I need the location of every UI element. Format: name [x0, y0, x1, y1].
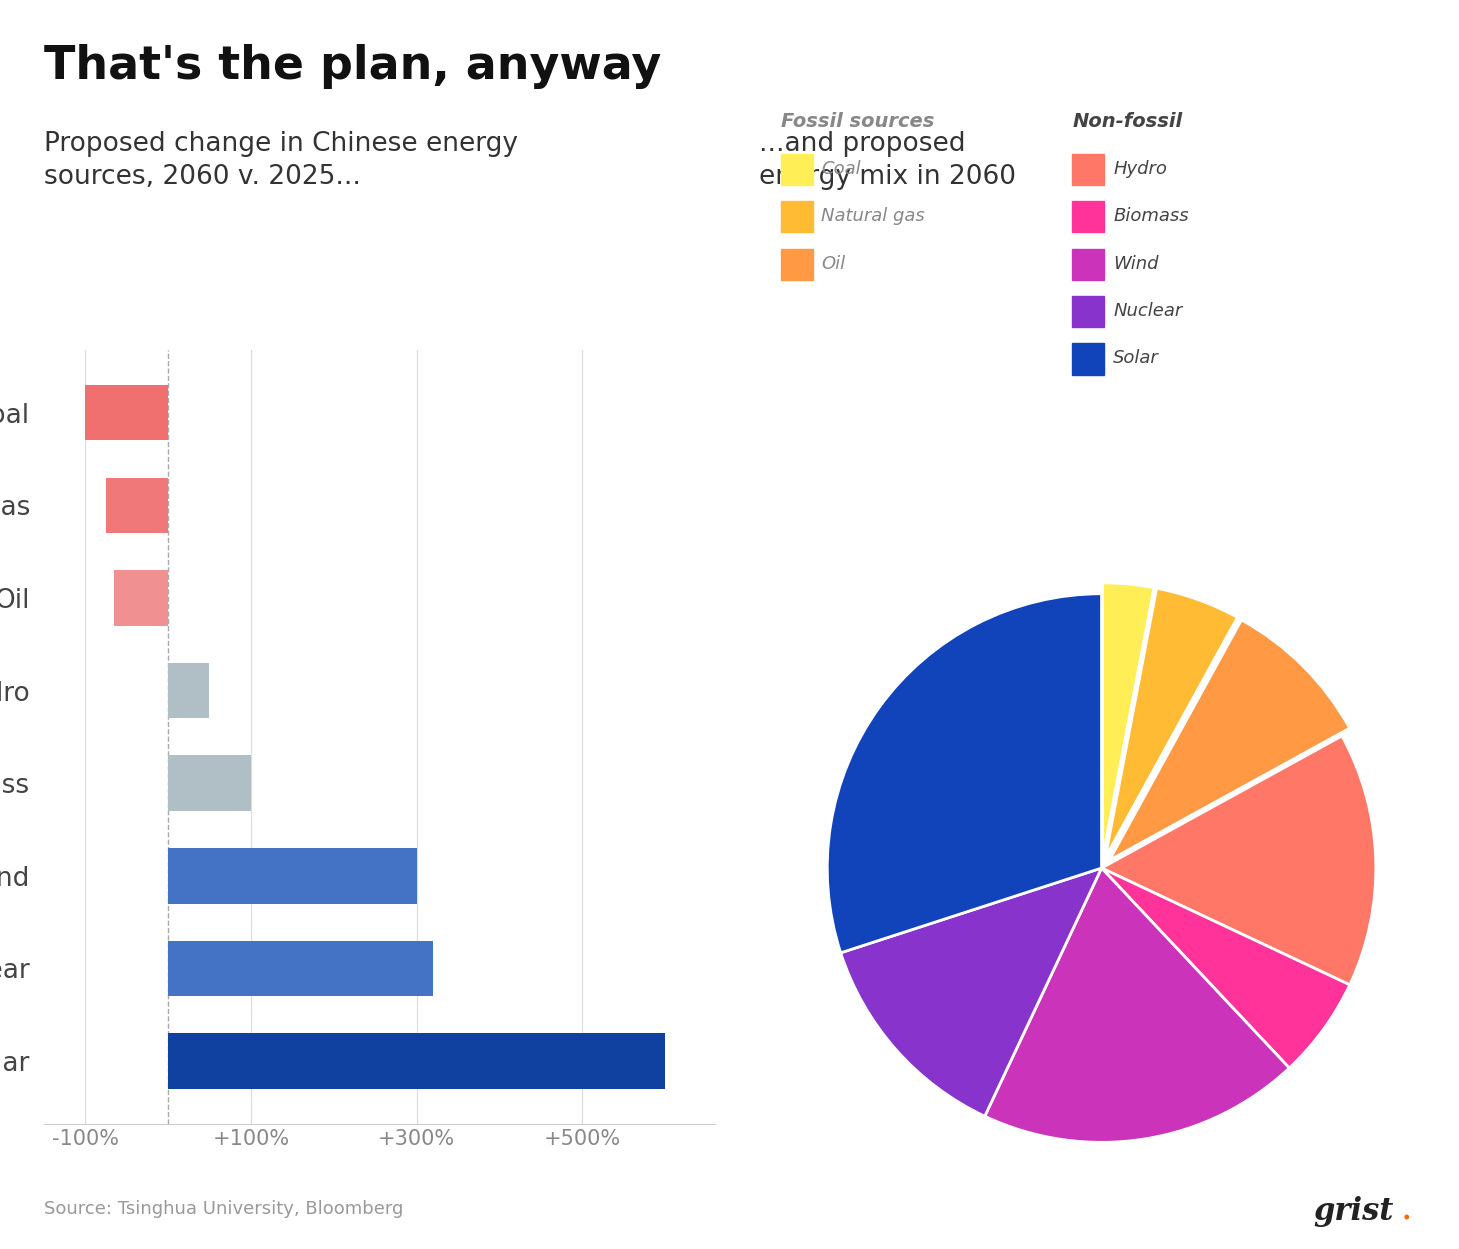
Bar — [85, 385, 168, 441]
Text: .: . — [1401, 1193, 1412, 1227]
Wedge shape — [1109, 620, 1350, 861]
Text: Non-fossil: Non-fossil — [1072, 112, 1182, 131]
Text: Hydro: Hydro — [1113, 160, 1167, 177]
Wedge shape — [1106, 588, 1237, 858]
Bar — [107, 477, 168, 533]
Text: Fossil sources: Fossil sources — [781, 112, 934, 131]
Bar — [114, 571, 168, 626]
Bar — [168, 663, 210, 718]
Text: Wind: Wind — [1113, 255, 1158, 272]
Text: grist: grist — [1313, 1195, 1393, 1227]
Wedge shape — [1102, 736, 1376, 985]
Bar — [168, 756, 251, 811]
Text: Natural gas: Natural gas — [821, 207, 925, 225]
Wedge shape — [985, 868, 1290, 1143]
Wedge shape — [1103, 583, 1154, 857]
Text: Proposed change in Chinese energy
sources, 2060 v. 2025...: Proposed change in Chinese energy source… — [44, 131, 518, 190]
Wedge shape — [1102, 868, 1350, 1068]
Text: ...and proposed
energy mix in 2060: ...and proposed energy mix in 2060 — [759, 131, 1015, 190]
Text: Biomass: Biomass — [1113, 207, 1189, 225]
Wedge shape — [827, 593, 1102, 953]
Text: Source: Tsinghua University, Bloomberg: Source: Tsinghua University, Bloomberg — [44, 1200, 403, 1218]
Wedge shape — [840, 868, 1102, 1117]
Text: Solar: Solar — [1113, 350, 1158, 367]
Text: That's the plan, anyway: That's the plan, anyway — [44, 44, 661, 89]
Bar — [168, 1033, 665, 1089]
Text: Coal: Coal — [821, 160, 861, 177]
Text: Nuclear: Nuclear — [1113, 302, 1182, 320]
Bar — [168, 940, 433, 997]
Bar — [168, 848, 417, 903]
Text: Oil: Oil — [821, 255, 846, 272]
